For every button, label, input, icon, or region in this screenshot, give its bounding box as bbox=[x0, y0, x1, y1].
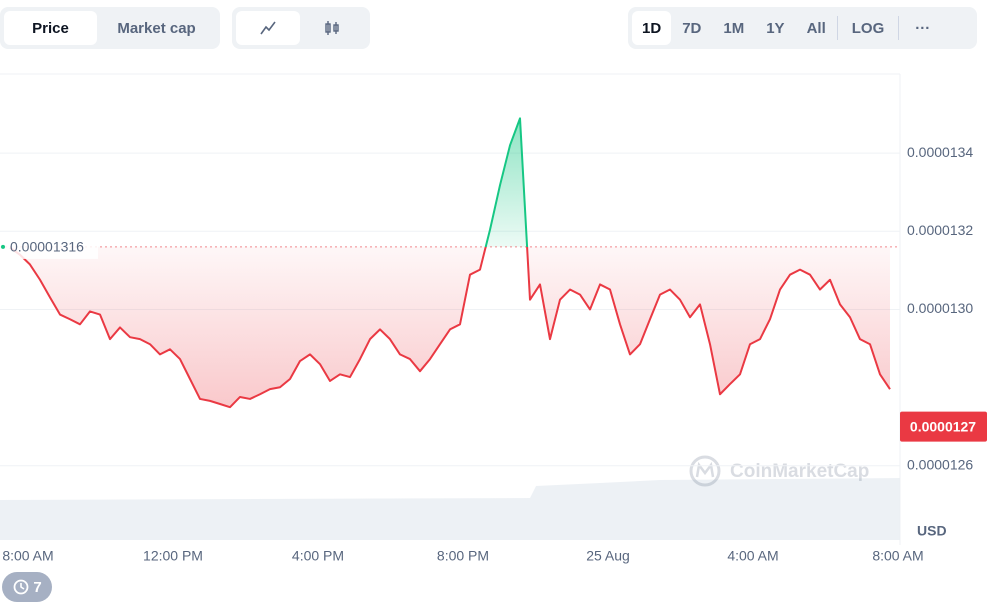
candle-icon bbox=[325, 21, 339, 35]
x-tick-label: 8:00 PM bbox=[437, 548, 489, 564]
watermark-text: CoinMarketCap bbox=[730, 461, 869, 482]
x-tick-label: 4:00 PM bbox=[292, 548, 344, 564]
reference-dot bbox=[1, 244, 5, 249]
y-tick-label: 0.0000132 bbox=[907, 222, 973, 238]
x-tick-label: 4:00 AM bbox=[727, 548, 778, 564]
currency-label: USD bbox=[917, 523, 947, 539]
reference-label-bg bbox=[0, 234, 98, 259]
watermark: CoinMarketCap bbox=[689, 455, 869, 487]
current-price-tag bbox=[900, 411, 987, 442]
chart-type-tabs bbox=[232, 7, 370, 49]
y-tick-label: 0.0000134 bbox=[907, 144, 973, 160]
metric-tabs: Price Market cap bbox=[0, 7, 220, 49]
range-tabs: 1D 7D 1M 1Y All LOG ··· bbox=[628, 7, 977, 49]
price-area bbox=[10, 118, 890, 408]
history-badge[interactable]: 7 bbox=[2, 572, 52, 602]
range-tab[interactable]: 7D bbox=[682, 19, 702, 37]
range-tab[interactable]: All bbox=[806, 19, 826, 37]
tab[interactable]: Market cap bbox=[117, 19, 196, 37]
volume-area bbox=[0, 478, 900, 540]
y-tick-label: 0.0000126 bbox=[907, 456, 973, 472]
current-price-label: 0.0000127 bbox=[910, 418, 976, 434]
range-tab[interactable]: 1M bbox=[723, 19, 745, 37]
tab[interactable]: Price bbox=[4, 11, 98, 45]
reference-label: 0.00001316 bbox=[10, 239, 84, 255]
chart: CoinMarketCap USD 0.0000126 0.0000130 0.00… bbox=[0, 73, 987, 564]
x-tick-label: 8:00 AM bbox=[872, 548, 923, 564]
range-tab[interactable]: 1D bbox=[632, 11, 672, 45]
x-tick-label: 12:00 PM bbox=[143, 548, 203, 564]
price-line bbox=[9, 117, 891, 409]
more-button[interactable]: ··· bbox=[915, 19, 931, 37]
range-tab[interactable]: 1Y bbox=[766, 19, 785, 37]
divider bbox=[898, 16, 900, 40]
x-tick-label: 25 Aug bbox=[586, 548, 630, 564]
candle-chart-button[interactable] bbox=[300, 11, 364, 45]
line-chart-button[interactable] bbox=[236, 11, 300, 45]
line-icon bbox=[260, 21, 276, 35]
y-tick-label: 0.0000130 bbox=[907, 300, 973, 316]
divider bbox=[836, 16, 838, 40]
history-icon bbox=[13, 579, 29, 595]
x-tick-label: 8:00 AM bbox=[2, 548, 53, 564]
history-count: 7 bbox=[33, 578, 42, 596]
log-button[interactable]: LOG bbox=[851, 19, 885, 37]
